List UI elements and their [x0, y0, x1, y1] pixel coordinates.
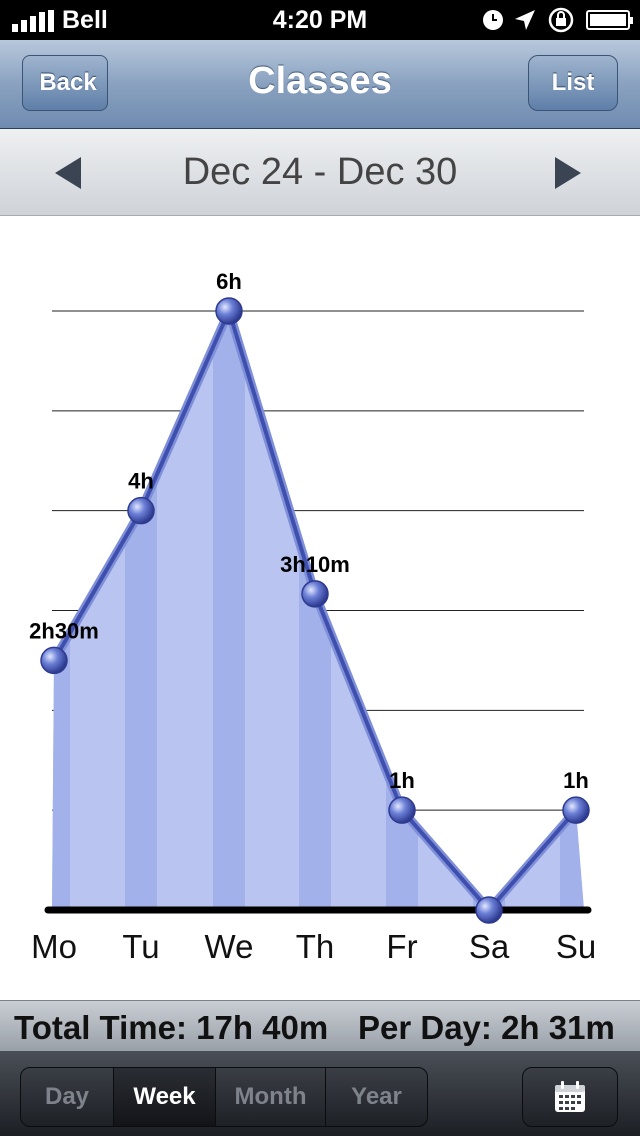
x-tick-label: Fr — [386, 928, 417, 965]
battery-icon — [586, 10, 633, 30]
area-band — [125, 311, 157, 910]
data-label: 6h — [216, 269, 242, 294]
segment-week[interactable]: Week — [114, 1068, 216, 1126]
data-point — [301, 580, 329, 608]
previous-week-arrow-icon[interactable] — [55, 157, 81, 189]
totals-bar: Total Time: 17h 40m Per Day: 2h 31m — [0, 1000, 640, 1052]
x-tick-label: Mo — [31, 928, 77, 965]
x-tick-label: Th — [296, 928, 335, 965]
rotation-lock-icon — [548, 7, 574, 33]
data-point — [562, 796, 590, 824]
clock: 4:20 PM — [272, 6, 368, 34]
data-point — [127, 496, 155, 525]
weekly-hours-chart: 2h30m 4h 6h 3h10m 1h 1h Mo Tu We Th Fr Sa Su — [29, 269, 596, 965]
list-button[interactable]: List — [528, 55, 618, 111]
data-label: 4h — [128, 469, 154, 494]
segment-year[interactable]: Year — [351, 1083, 402, 1110]
data-label: 2h30m — [29, 618, 99, 643]
carrier-label: Bell — [62, 6, 108, 34]
area-band — [52, 311, 70, 910]
data-label: 3h10m — [280, 552, 350, 577]
data-label: 1h — [563, 768, 589, 793]
location-icon — [515, 10, 535, 30]
period-segmented-control: Day Week Month Year — [20, 1067, 428, 1127]
back-button-label: Back — [39, 69, 97, 96]
bottom-toolbar: Day Week Month Year — [0, 1051, 640, 1136]
x-tick-label: Tu — [122, 928, 159, 965]
total-time-label: Total Time: 17h 40m — [14, 1009, 329, 1046]
navigation-bar: Back Classes List — [0, 40, 640, 129]
x-tick-label: Su — [556, 928, 596, 965]
date-range-bar: Dec 24 - Dec 30 — [0, 129, 640, 216]
alarm-icon — [483, 10, 503, 30]
area-band — [213, 311, 245, 910]
x-tick-label: We — [205, 928, 254, 965]
next-week-arrow-icon[interactable] — [555, 157, 581, 189]
area-band — [473, 311, 505, 910]
x-tick-label: Sa — [469, 928, 510, 965]
back-button[interactable]: Back — [22, 55, 108, 111]
per-day-label: Per Day: 2h 31m — [358, 1009, 615, 1046]
date-range-label: Dec 24 - Dec 30 — [182, 151, 458, 193]
segment-month[interactable]: Month — [216, 1068, 326, 1126]
status-bar: Bell 4:20 PM — [0, 0, 640, 40]
segment-day[interactable]: Day — [21, 1068, 114, 1126]
data-point — [388, 796, 416, 824]
data-point — [475, 896, 503, 924]
data-point — [215, 297, 243, 325]
data-point — [40, 646, 68, 675]
calendar-icon — [555, 1081, 585, 1112]
list-button-label: List — [551, 69, 595, 96]
page-title: Classes — [248, 60, 392, 102]
data-label: 1h — [389, 768, 415, 793]
calendar-button[interactable] — [522, 1067, 618, 1127]
signal-icon — [12, 10, 54, 32]
